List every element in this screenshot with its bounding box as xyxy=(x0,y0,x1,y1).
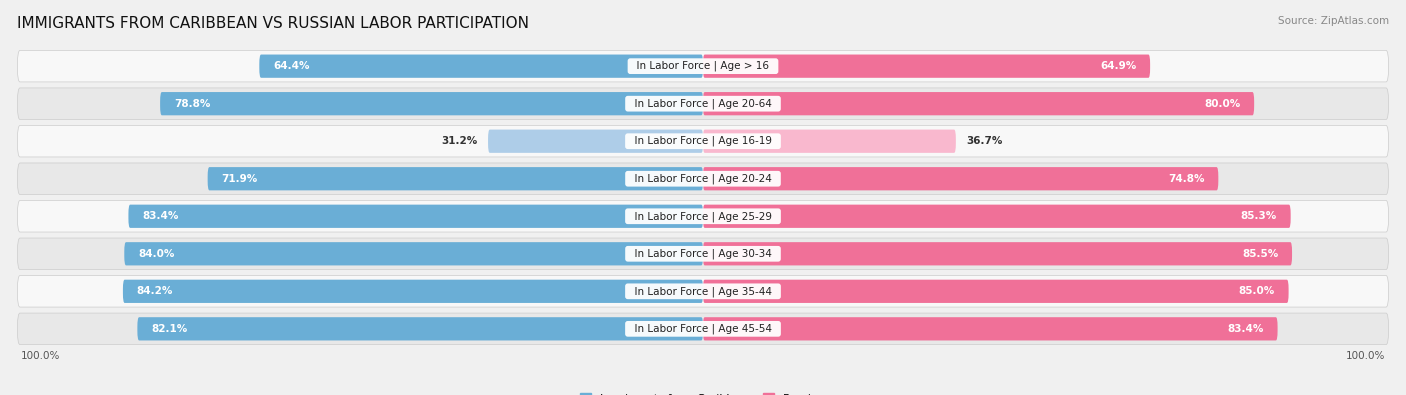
FancyBboxPatch shape xyxy=(17,51,1389,82)
Text: 85.3%: 85.3% xyxy=(1240,211,1277,221)
FancyBboxPatch shape xyxy=(703,242,1292,265)
FancyBboxPatch shape xyxy=(160,92,703,115)
FancyBboxPatch shape xyxy=(17,88,1389,119)
FancyBboxPatch shape xyxy=(488,130,703,153)
Text: In Labor Force | Age 45-54: In Labor Force | Age 45-54 xyxy=(627,324,779,334)
Text: In Labor Force | Age 20-64: In Labor Force | Age 20-64 xyxy=(628,98,778,109)
Text: 78.8%: 78.8% xyxy=(174,99,211,109)
FancyBboxPatch shape xyxy=(703,280,1289,303)
FancyBboxPatch shape xyxy=(703,55,1150,78)
Text: 100.0%: 100.0% xyxy=(1346,351,1385,361)
FancyBboxPatch shape xyxy=(208,167,703,190)
Text: In Labor Force | Age 20-24: In Labor Force | Age 20-24 xyxy=(628,173,778,184)
Text: In Labor Force | Age > 16: In Labor Force | Age > 16 xyxy=(630,61,776,71)
FancyBboxPatch shape xyxy=(124,242,703,265)
Text: IMMIGRANTS FROM CARIBBEAN VS RUSSIAN LABOR PARTICIPATION: IMMIGRANTS FROM CARIBBEAN VS RUSSIAN LAB… xyxy=(17,16,529,31)
Text: 80.0%: 80.0% xyxy=(1204,99,1240,109)
FancyBboxPatch shape xyxy=(17,126,1389,157)
Text: 64.9%: 64.9% xyxy=(1099,61,1136,71)
FancyBboxPatch shape xyxy=(703,205,1291,228)
Text: 100.0%: 100.0% xyxy=(21,351,60,361)
Text: In Labor Force | Age 30-34: In Labor Force | Age 30-34 xyxy=(628,248,778,259)
Text: In Labor Force | Age 35-44: In Labor Force | Age 35-44 xyxy=(627,286,779,297)
Text: 64.4%: 64.4% xyxy=(273,61,309,71)
FancyBboxPatch shape xyxy=(703,130,956,153)
FancyBboxPatch shape xyxy=(703,167,1219,190)
Text: 85.0%: 85.0% xyxy=(1239,286,1275,296)
Text: 85.5%: 85.5% xyxy=(1241,249,1278,259)
Text: 83.4%: 83.4% xyxy=(1227,324,1264,334)
FancyBboxPatch shape xyxy=(703,317,1278,340)
FancyBboxPatch shape xyxy=(122,280,703,303)
FancyBboxPatch shape xyxy=(17,201,1389,232)
Text: 31.2%: 31.2% xyxy=(441,136,478,146)
FancyBboxPatch shape xyxy=(17,163,1389,194)
Text: In Labor Force | Age 16-19: In Labor Force | Age 16-19 xyxy=(627,136,779,147)
Text: 71.9%: 71.9% xyxy=(221,174,257,184)
FancyBboxPatch shape xyxy=(17,313,1389,344)
Text: In Labor Force | Age 25-29: In Labor Force | Age 25-29 xyxy=(627,211,779,222)
FancyBboxPatch shape xyxy=(17,276,1389,307)
Text: 74.8%: 74.8% xyxy=(1168,174,1205,184)
FancyBboxPatch shape xyxy=(138,317,703,340)
Text: 83.4%: 83.4% xyxy=(142,211,179,221)
FancyBboxPatch shape xyxy=(128,205,703,228)
Text: 82.1%: 82.1% xyxy=(152,324,187,334)
Text: 36.7%: 36.7% xyxy=(966,136,1002,146)
Text: 84.0%: 84.0% xyxy=(138,249,174,259)
Legend: Immigrants from Caribbean, Russian: Immigrants from Caribbean, Russian xyxy=(575,389,831,395)
Text: 84.2%: 84.2% xyxy=(136,286,173,296)
FancyBboxPatch shape xyxy=(259,55,703,78)
Text: Source: ZipAtlas.com: Source: ZipAtlas.com xyxy=(1278,16,1389,26)
FancyBboxPatch shape xyxy=(17,238,1389,269)
FancyBboxPatch shape xyxy=(703,92,1254,115)
